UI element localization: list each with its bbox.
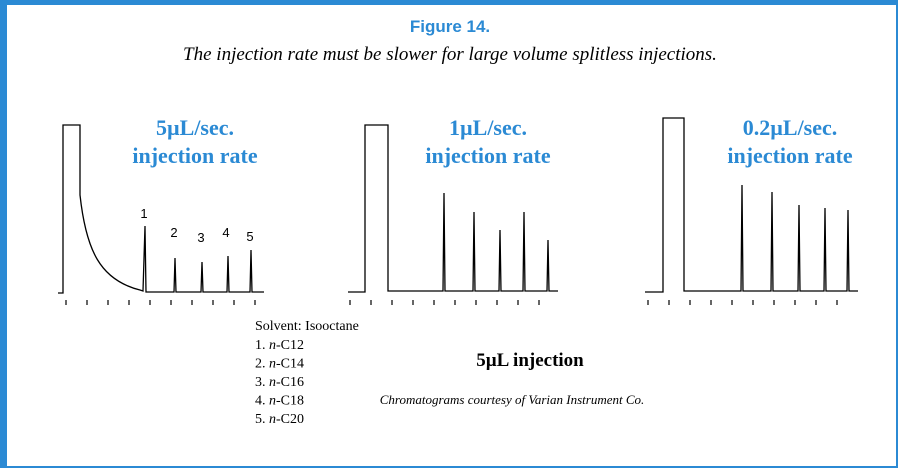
legend-prefix: n bbox=[269, 375, 276, 390]
legend-prefix: n bbox=[269, 412, 276, 427]
peak-label: 2 bbox=[170, 225, 177, 240]
legend-number: 3. bbox=[255, 375, 266, 390]
panel-label: 0.2µL/sec. bbox=[743, 115, 838, 140]
legend-prefix: n bbox=[269, 338, 276, 353]
figure-caption: The injection rate must be slower for la… bbox=[183, 44, 717, 65]
legend-number: 5. bbox=[255, 412, 266, 427]
legend-item: 3. n-C16 bbox=[255, 375, 304, 390]
peak-label: 1 bbox=[140, 206, 147, 221]
legend-item: 2. n-C14 bbox=[255, 357, 304, 372]
peak-label: 4 bbox=[222, 225, 229, 240]
legend-item: 1. n-C12 bbox=[255, 338, 304, 353]
legend-prefix: n bbox=[269, 394, 276, 409]
credit: Chromatograms courtesy of Varian Instrum… bbox=[380, 392, 645, 407]
legend-solvent: Solvent: Isooctane bbox=[255, 319, 359, 334]
chromatogram bbox=[645, 117, 858, 293]
peak-label: 5 bbox=[246, 229, 253, 244]
legend-item: 4. n-C18 bbox=[255, 394, 304, 409]
legend-compound: -C20 bbox=[276, 412, 304, 427]
legend-compound: -C16 bbox=[276, 375, 304, 390]
peak-label: 3 bbox=[197, 230, 204, 245]
legend-compound: -C14 bbox=[276, 357, 304, 372]
legend-item: 5. n-C20 bbox=[255, 412, 304, 427]
panel-label: 1µL/sec. bbox=[449, 115, 527, 140]
chromatogram bbox=[348, 124, 558, 293]
legend-compound: -C18 bbox=[276, 394, 304, 409]
time-ticks bbox=[65, 300, 838, 305]
panel-label: injection rate bbox=[425, 143, 550, 168]
legend-number: 4. bbox=[255, 394, 266, 409]
injection-note: 5µL injection bbox=[476, 350, 584, 371]
figure-title: Figure 14. bbox=[410, 17, 490, 36]
chromatogram bbox=[58, 124, 264, 294]
panel-label: injection rate bbox=[132, 143, 257, 168]
legend-compound: -C12 bbox=[276, 338, 304, 353]
panel-label: 5µL/sec. bbox=[156, 115, 234, 140]
panel-label: injection rate bbox=[727, 143, 852, 168]
figure: Figure 14. The injection rate must be sl… bbox=[58, 17, 858, 427]
legend-number: 1. bbox=[255, 338, 266, 353]
legend-number: 2. bbox=[255, 357, 266, 372]
legend-prefix: n bbox=[269, 357, 276, 372]
